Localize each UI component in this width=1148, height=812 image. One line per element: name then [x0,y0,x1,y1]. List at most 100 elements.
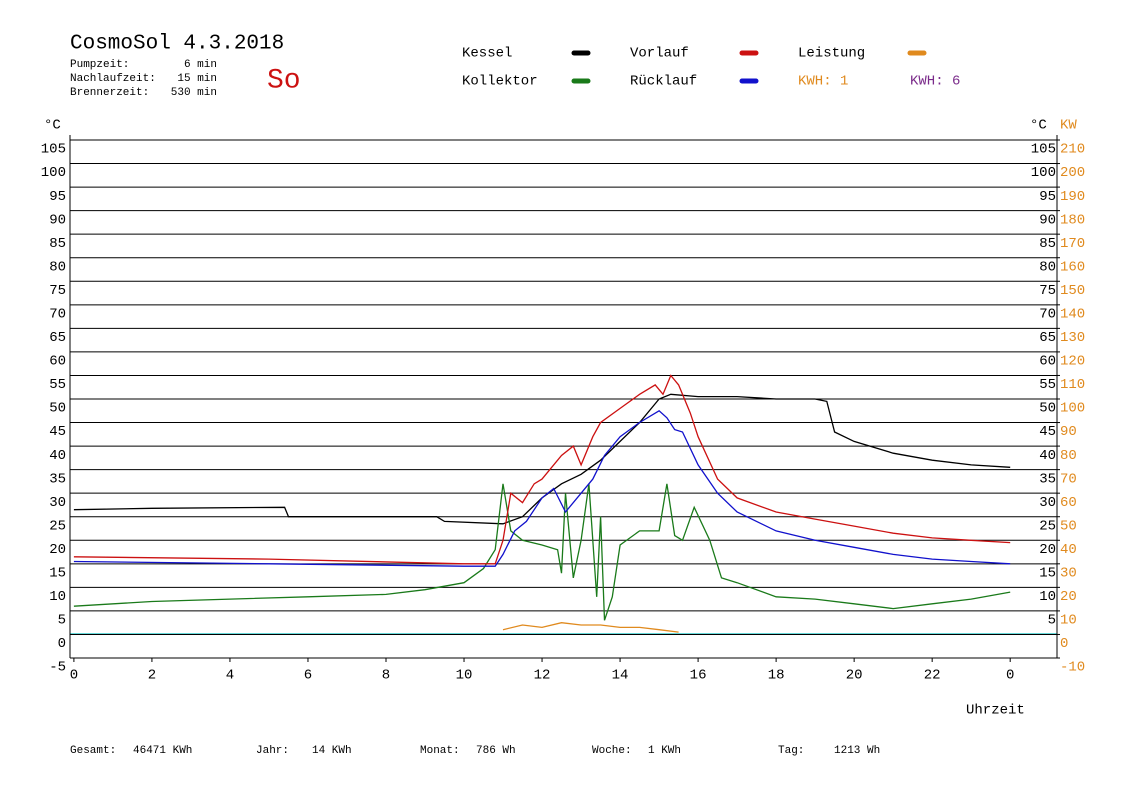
y-tick-label-right: 60 [1039,354,1056,370]
y2-tick-label: 160 [1060,259,1085,275]
y-tick-label: 80 [49,259,66,275]
y-tick-label: 95 [49,189,66,205]
y2-tick-label: 90 [1060,424,1077,440]
y-axis-label-right: °C [1030,118,1047,134]
y2-tick-label: 60 [1060,495,1077,511]
y-tick-label: 20 [49,542,66,558]
y2-tick-label: 180 [1060,212,1085,228]
footer-value: 1 KWh [648,745,681,757]
y-tick-label: -5 [49,660,66,676]
y2-tick-label: 130 [1060,330,1085,346]
y2-tick-label: 210 [1060,142,1085,158]
legend-label: Leistung [798,46,865,62]
x-tick-label: 12 [534,668,551,684]
y-tick-label: 65 [49,330,66,346]
y-tick-label: 75 [49,283,66,299]
y-tick-label-right: 10 [1039,589,1056,605]
y-tick-label-right: 40 [1039,448,1056,464]
x-tick-label: 0 [70,668,78,684]
y-tick-label: 10 [49,589,66,605]
y2-tick-label: 190 [1060,189,1085,205]
x-tick-label: 16 [690,668,707,684]
series-line [502,622,679,633]
y-tick-label: 90 [49,212,66,228]
footer-value: 46471 KWh [133,745,192,757]
y-tick-label: 50 [49,401,66,417]
y-tick-label-right: 5 [1048,613,1056,629]
footer-value: 1213 Wh [834,745,880,757]
y2-tick-label: 30 [1060,566,1077,582]
info-label: Pumpzeit: [70,59,129,71]
kwh-label: KWH: 6 [910,74,960,90]
series-line [73,393,1011,525]
y2-tick-label: 70 [1060,471,1077,487]
x-tick-label: 6 [304,668,312,684]
y2-tick-label: 10 [1060,613,1077,629]
y-tick-label: 55 [49,377,66,393]
y2-tick-label: 150 [1060,283,1085,299]
y2-tick-label: 50 [1060,518,1077,534]
legend-label: Rücklauf [630,74,697,90]
y-tick-label: 85 [49,236,66,252]
y2-tick-label: 80 [1060,448,1077,464]
y-tick-label-right: 50 [1039,401,1056,417]
y-tick-label-right: 25 [1039,518,1056,534]
y2-tick-label: 20 [1060,589,1077,605]
series-line [73,483,1011,621]
y2-tick-label: 110 [1060,377,1085,393]
y-tick-label: 60 [49,354,66,370]
series-line [73,374,1011,565]
y-tick-label-right: 35 [1039,471,1056,487]
day-label: So [267,65,301,96]
info-value: 530 min [171,87,217,99]
x-tick-label: 8 [382,668,390,684]
y-tick-label: 105 [41,142,66,158]
x-tick-label: 10 [456,668,473,684]
series-line [73,409,1011,567]
y2-axis-label: KW [1060,118,1077,134]
y2-tick-label: 200 [1060,165,1085,181]
y-tick-label: 70 [49,307,66,323]
chart-title: CosmoSol 4.3.2018 [70,33,284,56]
y2-tick-label: 40 [1060,542,1077,558]
x-tick-label: 2 [148,668,156,684]
y2-tick-label: 120 [1060,354,1085,370]
y-tick-label-right: 105 [1031,142,1056,158]
y-tick-label: 5 [58,613,66,629]
y2-tick-label: 100 [1060,401,1085,417]
info-label: Brennerzeit: [70,87,149,99]
y-tick-label-right: 15 [1039,566,1056,582]
y-tick-label: 35 [49,471,66,487]
y2-tick-label: 170 [1060,236,1085,252]
info-label: Nachlaufzeit: [70,73,156,85]
y-tick-label: 40 [49,448,66,464]
y2-tick-label: 0 [1060,636,1068,652]
y-tick-label: 100 [41,165,66,181]
footer-label: Gesamt: [70,745,116,757]
y-tick-label: 25 [49,518,66,534]
x-axis-label: Uhrzeit [966,703,1025,719]
legend-label: Kessel [462,46,512,62]
x-tick-label: 14 [612,668,629,684]
y-axis-label: °C [44,118,61,134]
y2-tick-label: -10 [1060,660,1085,676]
y-tick-label-right: 80 [1039,259,1056,275]
footer-value: 786 Wh [476,745,516,757]
y2-tick-label: 140 [1060,307,1085,323]
y-tick-label-right: 30 [1039,495,1056,511]
x-tick-label: 4 [226,668,234,684]
y-tick-label-right: 85 [1039,236,1056,252]
y-tick-label-right: 55 [1039,377,1056,393]
y-tick-label: 15 [49,566,66,582]
y-tick-label-right: 65 [1039,330,1056,346]
x-tick-label: 20 [846,668,863,684]
kwh-label: KWH: 1 [798,74,848,90]
y-tick-label: 45 [49,424,66,440]
footer-label: Monat: [420,745,460,757]
info-value: 6 min [184,59,217,71]
y-tick-label-right: 95 [1039,189,1056,205]
y-tick-label: 30 [49,495,66,511]
y-tick-label-right: 75 [1039,283,1056,299]
y-tick-label-right: 100 [1031,165,1056,181]
